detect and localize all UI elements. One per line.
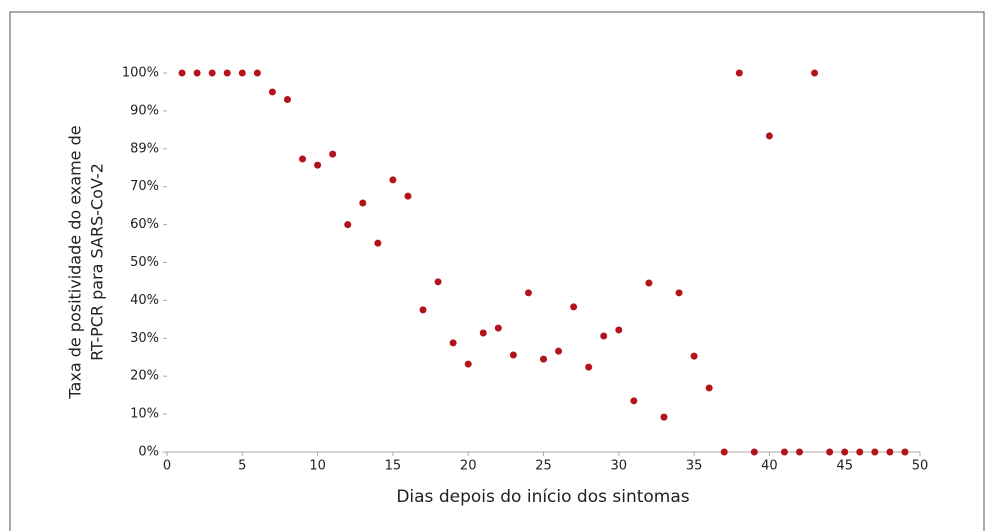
x-tick-label: 15 <box>385 459 402 474</box>
point <box>359 199 367 207</box>
y-tick-label: 60% <box>130 217 159 232</box>
point <box>389 176 397 184</box>
point <box>901 448 909 456</box>
y-tick-label: 10% <box>130 407 159 422</box>
point <box>570 303 578 311</box>
point <box>299 155 307 163</box>
y-axis-title: Taxa de positividade do exame de <box>66 125 85 399</box>
point <box>253 69 261 77</box>
point <box>555 347 563 355</box>
y-axis-title: RT-PCR para SARS-CoV-2 <box>88 163 107 361</box>
point <box>856 448 864 456</box>
point <box>268 88 276 96</box>
point <box>841 448 849 456</box>
x-tick-label: 40 <box>761 459 778 474</box>
point <box>178 69 186 77</box>
point <box>660 413 668 421</box>
point <box>705 384 713 392</box>
point <box>600 332 608 340</box>
point <box>419 306 427 314</box>
frame <box>9 11 985 531</box>
x-tick-label: 45 <box>836 459 853 474</box>
point <box>479 329 487 337</box>
x-tick-label: 0 <box>163 459 171 474</box>
point <box>796 448 804 456</box>
point <box>871 448 879 456</box>
x-tick-label: 35 <box>686 459 703 474</box>
point <box>344 221 352 229</box>
point <box>329 150 337 158</box>
point <box>780 448 788 456</box>
x-tick-label: 25 <box>535 459 552 474</box>
point <box>223 69 231 77</box>
point <box>630 397 638 405</box>
point <box>765 132 773 140</box>
x-tick-label: 5 <box>238 459 246 474</box>
y-tick-label: 70% <box>130 179 159 194</box>
point <box>208 69 216 77</box>
y-tick-label: 50% <box>130 255 159 270</box>
point <box>585 363 593 371</box>
point <box>193 69 201 77</box>
point <box>404 192 412 200</box>
y-tick-label: 40% <box>130 293 159 308</box>
point <box>750 448 758 456</box>
point <box>540 355 547 363</box>
point <box>494 324 502 332</box>
y-tick-label: 20% <box>130 369 159 384</box>
point <box>886 448 894 456</box>
point <box>826 448 834 456</box>
point <box>314 161 322 169</box>
y-tick-label: 100% <box>122 66 159 81</box>
x-tick-label: 30 <box>611 459 628 474</box>
point <box>283 96 291 104</box>
point <box>811 69 819 77</box>
point <box>434 278 442 286</box>
point <box>675 289 683 297</box>
point <box>615 326 623 334</box>
y-tick-label: 89% <box>130 141 159 156</box>
x-tick-label: 10 <box>309 459 326 474</box>
point <box>374 239 382 247</box>
x-tick-label: 20 <box>460 459 477 474</box>
point <box>645 279 653 287</box>
point <box>690 352 698 360</box>
point <box>509 351 517 359</box>
y-tick-label: 0% <box>138 445 159 460</box>
y-tick-label: 30% <box>130 331 159 346</box>
point <box>720 448 728 456</box>
point <box>524 289 532 297</box>
point <box>464 360 472 368</box>
y-tick-label: 90% <box>130 103 159 118</box>
x-axis-title: Dias depois do início dos sintomas <box>396 487 689 507</box>
point <box>238 69 246 77</box>
point <box>735 69 743 77</box>
x-tick-label: 50 <box>912 459 929 474</box>
point <box>449 339 457 347</box>
